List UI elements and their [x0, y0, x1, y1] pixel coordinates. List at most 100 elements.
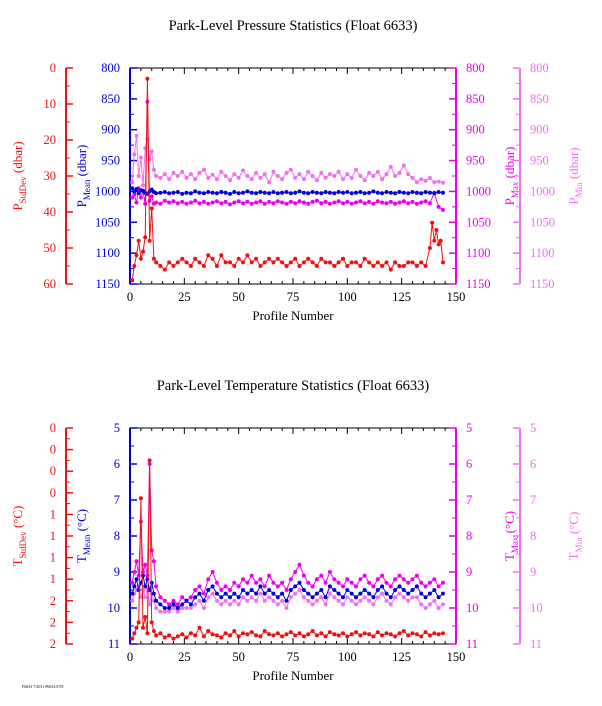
data-point-min — [375, 595, 380, 600]
y-tick-label-min: 11 — [530, 637, 542, 651]
data-point-min — [180, 606, 185, 610]
data-point-min — [223, 598, 228, 603]
data-point-sd — [147, 238, 152, 243]
data-point-max — [241, 577, 245, 582]
data-point-sd — [193, 256, 198, 261]
data-point-sd — [427, 246, 432, 250]
data-point-sd — [306, 632, 311, 637]
x-tick-label: 75 — [287, 290, 300, 304]
data-point-sd — [134, 253, 139, 258]
data-point-max — [301, 200, 306, 205]
data-point-mean — [393, 588, 398, 592]
data-point-mean — [432, 191, 437, 196]
data-point-max — [310, 199, 315, 204]
data-point-mean — [301, 588, 306, 592]
data-point-min — [149, 149, 154, 154]
data-point-max — [401, 577, 406, 582]
data-point-sd — [188, 264, 193, 268]
data-point-mean — [136, 191, 141, 196]
data-point-min — [175, 609, 180, 614]
data-point-mean — [410, 588, 415, 592]
y-tick-label-mean: 9 — [114, 565, 120, 579]
y-tick-label-min: 5 — [530, 421, 536, 435]
data-point-sd — [332, 264, 337, 268]
x-tick-label: 150 — [447, 650, 466, 664]
data-point-max — [132, 192, 137, 197]
data-point-max — [336, 580, 341, 585]
data-point-min — [275, 602, 280, 607]
data-point-max — [345, 577, 350, 582]
data-point-max — [280, 580, 285, 585]
data-point-min — [419, 602, 424, 607]
data-point-min — [362, 178, 367, 183]
data-point-max — [297, 562, 302, 567]
data-point-mean — [327, 190, 332, 195]
data-point-max — [219, 588, 224, 592]
data-point-mean — [354, 190, 358, 195]
data-point-max — [427, 201, 432, 206]
data-point-sd — [141, 249, 145, 254]
data-point-min — [362, 595, 367, 600]
data-point-mean — [210, 584, 215, 589]
data-point-min — [223, 174, 228, 178]
data-point-max — [236, 584, 241, 589]
data-point-min — [349, 598, 354, 603]
y-tick-label-mean: 6 — [114, 457, 120, 471]
data-point-mean — [193, 595, 198, 600]
data-point-mean — [406, 591, 411, 596]
data-point-min — [401, 163, 406, 168]
data-point-max — [171, 598, 176, 603]
data-point-max — [134, 200, 139, 205]
data-point-mean — [375, 190, 380, 195]
data-point-sd — [151, 629, 156, 633]
data-point-max — [197, 584, 202, 589]
data-point-mean — [258, 190, 263, 194]
data-point-min — [332, 595, 337, 600]
data-point-sd — [358, 633, 363, 638]
data-point-sd — [249, 260, 254, 265]
data-point-max — [201, 199, 206, 204]
series-line-max — [131, 463, 444, 606]
x-tick-label: 25 — [178, 650, 191, 664]
data-point-min — [267, 595, 272, 600]
data-point-sd — [380, 633, 385, 638]
chart-title: Park-Level Pressure Statistics (Float 66… — [169, 18, 418, 34]
data-point-sd — [258, 264, 263, 268]
data-point-mean — [384, 591, 389, 596]
data-point-mean — [375, 588, 380, 592]
data-point-max — [354, 200, 358, 205]
data-point-mean — [201, 598, 206, 603]
data-point-sd — [258, 634, 263, 639]
data-point-sd — [280, 634, 285, 639]
data-point-mean — [262, 190, 267, 195]
data-point-sd — [241, 260, 245, 265]
data-point-sd — [371, 634, 376, 639]
data-point-mean — [341, 190, 345, 195]
data-point-max — [354, 584, 358, 589]
data-point-max — [158, 201, 163, 206]
data-point-sd — [206, 253, 211, 258]
data-point-sd — [254, 256, 259, 261]
data-point-mean — [145, 577, 150, 582]
data-point-mean — [319, 191, 324, 196]
data-point-mean — [130, 591, 135, 596]
data-point-min — [201, 606, 206, 610]
data-point-min — [158, 175, 163, 180]
data-point-mean — [362, 191, 367, 196]
data-point-max — [175, 602, 180, 607]
data-point-min — [293, 591, 298, 596]
data-point-min — [130, 180, 135, 185]
data-point-sd — [432, 238, 437, 243]
data-point-max — [349, 201, 354, 206]
data-point-max — [228, 202, 232, 207]
data-point-mean — [180, 602, 185, 607]
x-tick-label: 50 — [232, 650, 245, 664]
data-point-mean — [188, 191, 193, 196]
data-point-mean — [219, 190, 224, 194]
data-point-sd — [175, 260, 180, 265]
data-point-max — [280, 200, 285, 205]
x-tick-label: 0 — [127, 290, 133, 304]
data-point-sd — [310, 629, 315, 633]
data-point-sd — [293, 256, 298, 261]
data-point-max — [336, 199, 341, 204]
